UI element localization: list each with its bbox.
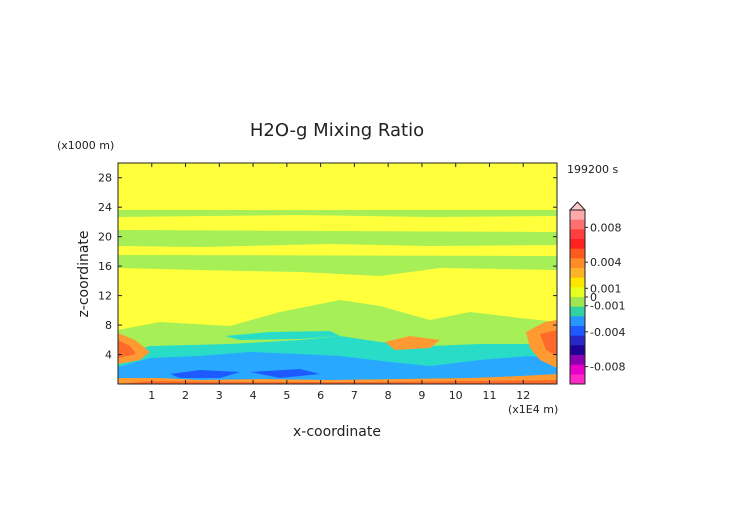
x-axis-label: x-coordinate xyxy=(293,424,381,440)
colorbar-label: -0.001 xyxy=(590,300,625,313)
colorbar-swatch xyxy=(570,374,585,385)
x-tick-label: 6 xyxy=(317,389,324,402)
colorbar-swatch xyxy=(570,277,585,288)
x-tick-label: 9 xyxy=(418,389,425,402)
x-axis: 1 2 3 4 5 6 7 8 9 10 11 12 xyxy=(148,163,530,402)
colorbar-label: 0.004 xyxy=(590,256,622,269)
contour-band-cyan xyxy=(225,331,340,340)
y-tick-label: 20 xyxy=(98,231,112,244)
plot-frame xyxy=(117,162,558,385)
x-tick-label: 12 xyxy=(516,389,530,402)
contour-band-red xyxy=(540,330,557,356)
contour-band-green xyxy=(118,210,557,217)
x-tick-label: 11 xyxy=(482,389,496,402)
colorbar-swatch xyxy=(570,316,585,327)
colorbar-swatch xyxy=(570,229,585,240)
colorbar-swatch xyxy=(570,268,585,279)
x-tick-label: 8 xyxy=(385,389,392,402)
colorbar-label: -0.004 xyxy=(590,326,625,339)
chart-title: H2O-g Mixing Ratio xyxy=(250,120,424,141)
colorbar-label: 0.008 xyxy=(590,221,622,234)
y-axis: 4 8 12 16 20 24 28 xyxy=(98,172,557,362)
y-tick-label: 24 xyxy=(98,201,112,214)
contour-band-blue xyxy=(118,352,557,384)
contour-band-orange xyxy=(118,333,150,364)
colorbar-swatch xyxy=(570,210,585,221)
colorbar-label: 0.001 xyxy=(590,282,622,295)
contour-band-darkblue xyxy=(170,370,240,378)
x-tick-label: 7 xyxy=(351,389,358,402)
x-tick-label: 1 xyxy=(148,389,155,402)
x-unit-label: (x1E4 m) xyxy=(508,403,558,416)
colorbar-swatch xyxy=(570,258,585,269)
colorbar-overflow-arrow xyxy=(568,201,587,211)
colorbar-label: 0 xyxy=(590,291,597,304)
contour-band-darkblue xyxy=(250,369,320,378)
y-tick-label: 12 xyxy=(98,290,112,303)
contour-band-red xyxy=(118,380,557,384)
x-tick-label: 4 xyxy=(250,389,257,402)
y-tick-label: 4 xyxy=(105,349,112,362)
contour-band-green xyxy=(118,255,557,276)
colorbar-swatch xyxy=(570,248,585,259)
colorbar-swatch xyxy=(570,287,585,298)
colorbar-label: -0.008 xyxy=(590,361,625,374)
colorbar-swatch xyxy=(570,297,585,308)
colorbar-swatch xyxy=(570,219,585,230)
colorbar-swatch xyxy=(570,355,585,366)
colorbar-swatch xyxy=(570,345,585,356)
colorbar-swatch xyxy=(570,335,585,346)
x-tick-label: 10 xyxy=(449,389,463,402)
y-unit-label: (x1000 m) xyxy=(57,139,114,152)
colorbar-swatch xyxy=(570,326,585,337)
y-axis-label: z-coordinate xyxy=(76,230,92,317)
contour-band-red xyxy=(118,340,136,358)
colorbar-swatch xyxy=(570,306,585,317)
contour-band-green xyxy=(118,230,557,247)
y-tick-label: 8 xyxy=(105,319,112,332)
y-tick-label: 28 xyxy=(98,172,112,185)
plot-area xyxy=(118,163,557,384)
x-tick-label: 2 xyxy=(182,389,189,402)
x-tick-label: 5 xyxy=(283,389,290,402)
time-label: 199200 s xyxy=(567,163,618,176)
contour-band-orange xyxy=(385,336,440,350)
y-tick-label: 16 xyxy=(98,260,112,273)
colorbar-swatch xyxy=(570,364,585,375)
x-tick-label: 3 xyxy=(216,389,223,402)
colorbar-swatch xyxy=(570,239,585,250)
